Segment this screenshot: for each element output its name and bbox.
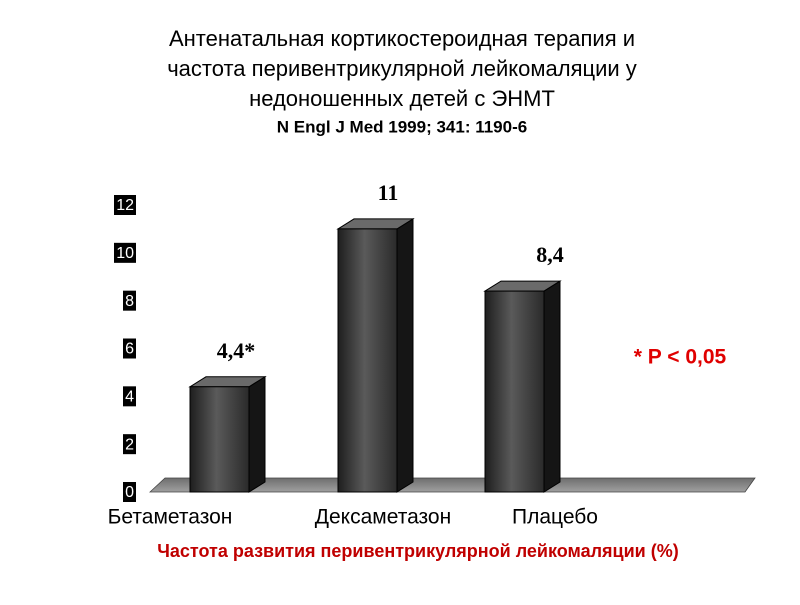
annotation: * P < 0,05 [634,346,727,369]
value-label: 8,4 [536,242,564,267]
bar [483,280,562,493]
y-tick-bg [114,242,136,263]
chart-title: Антенатальная кортикостероидная терапия … [169,26,635,51]
bar-side [396,218,414,493]
bar-front [337,228,398,493]
value-label: 4,4* [217,338,256,363]
y-tick-label: 6 [125,341,134,358]
chart-title: частота перивентрикулярной лейкомаляции … [167,56,637,81]
bar [336,218,415,493]
chart-title: недоношенных детей с ЭНМТ [249,86,555,111]
bar-front [484,290,545,493]
y-tick-label: 12 [116,197,134,214]
y-tick-bg [123,482,136,502]
value-label: 11 [378,180,399,205]
y-tick-label: 4 [125,389,134,406]
bar-side [248,375,266,493]
y-tick-label: 8 [125,293,134,310]
x-axis-label: Частота развития перивентрикулярной лейк… [157,541,679,561]
bar-front [189,386,250,493]
bar-side [543,280,561,493]
x-tick-label: Бетаметазон [108,506,233,529]
chart-subtitle: N Engl J Med 1999; 341: 1190-6 [277,117,527,136]
x-tick-label: Дексаметазон [315,506,451,529]
y-tick-bg [114,195,136,215]
y-tick-label: 0 [125,484,134,501]
y-tick-bg [123,434,136,455]
floor [148,477,756,493]
y-tick-label: 10 [116,245,134,262]
y-tick-bg [123,386,136,407]
bar [188,375,267,493]
y-tick-label: 2 [125,436,134,453]
x-tick-label: Плацебо [512,506,598,529]
y-tick-bg [123,290,136,311]
y-tick-bg [123,338,136,359]
